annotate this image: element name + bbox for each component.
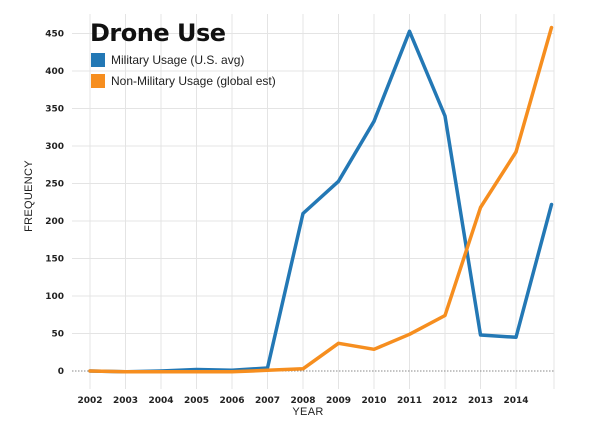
legend: Military Usage (U.S. avg) Non-Military U… [91,53,276,88]
series-lines [88,25,554,374]
x-tick-label-2006: 2006 [219,396,244,406]
x-tick-label-2008: 2008 [290,396,315,406]
legend-swatch-non-military [91,74,105,88]
x-tick-label-2003: 2003 [113,396,138,406]
x-tick-label-2010: 2010 [361,396,386,406]
legend-label-non-military: Non-Military Usage (global est) [111,74,276,88]
y-tick-label-50: 50 [51,330,64,340]
x-tick-label-2013: 2013 [468,396,493,406]
y-tick-label-200: 200 [45,217,64,227]
x-tick-label-2009: 2009 [326,396,351,406]
legend-label-military: Military Usage (U.S. avg) [111,53,244,67]
x-tick-labels: 2002 2003 2004 2005 2006 2007 2008 2009 2010 2011… [77,396,528,406]
x-axis-label: YEAR [292,406,323,418]
y-tick-label-400: 400 [45,67,64,77]
x-tick-label-2004: 2004 [148,396,173,406]
chart-title: Drone Use [90,19,226,47]
y-tick-label-450: 450 [45,30,64,40]
x-tick-label-2005: 2005 [184,396,209,406]
x-tick-label-2012: 2012 [432,396,457,406]
x-tick-label-2011: 2011 [397,396,422,406]
y-tick-label-150: 150 [45,255,64,265]
grid-lines [72,14,555,389]
legend-swatch-military [91,53,105,67]
y-tick-label-0: 0 [58,367,64,377]
y-tick-label-300: 300 [45,142,64,152]
y-axis-label: FREQUENCY [23,160,35,232]
x-tick-label-2014: 2014 [503,396,528,406]
y-tick-labels: 0 50 100 150 200 250 300 350 400 450 [45,30,64,378]
y-tick-label-350: 350 [45,105,64,115]
y-tick-label-250: 250 [45,180,64,190]
x-tick-label-2002: 2002 [77,396,102,406]
x-tick-label-2007: 2007 [255,396,280,406]
series-line-non-military [88,25,554,374]
y-tick-label-100: 100 [45,292,64,302]
